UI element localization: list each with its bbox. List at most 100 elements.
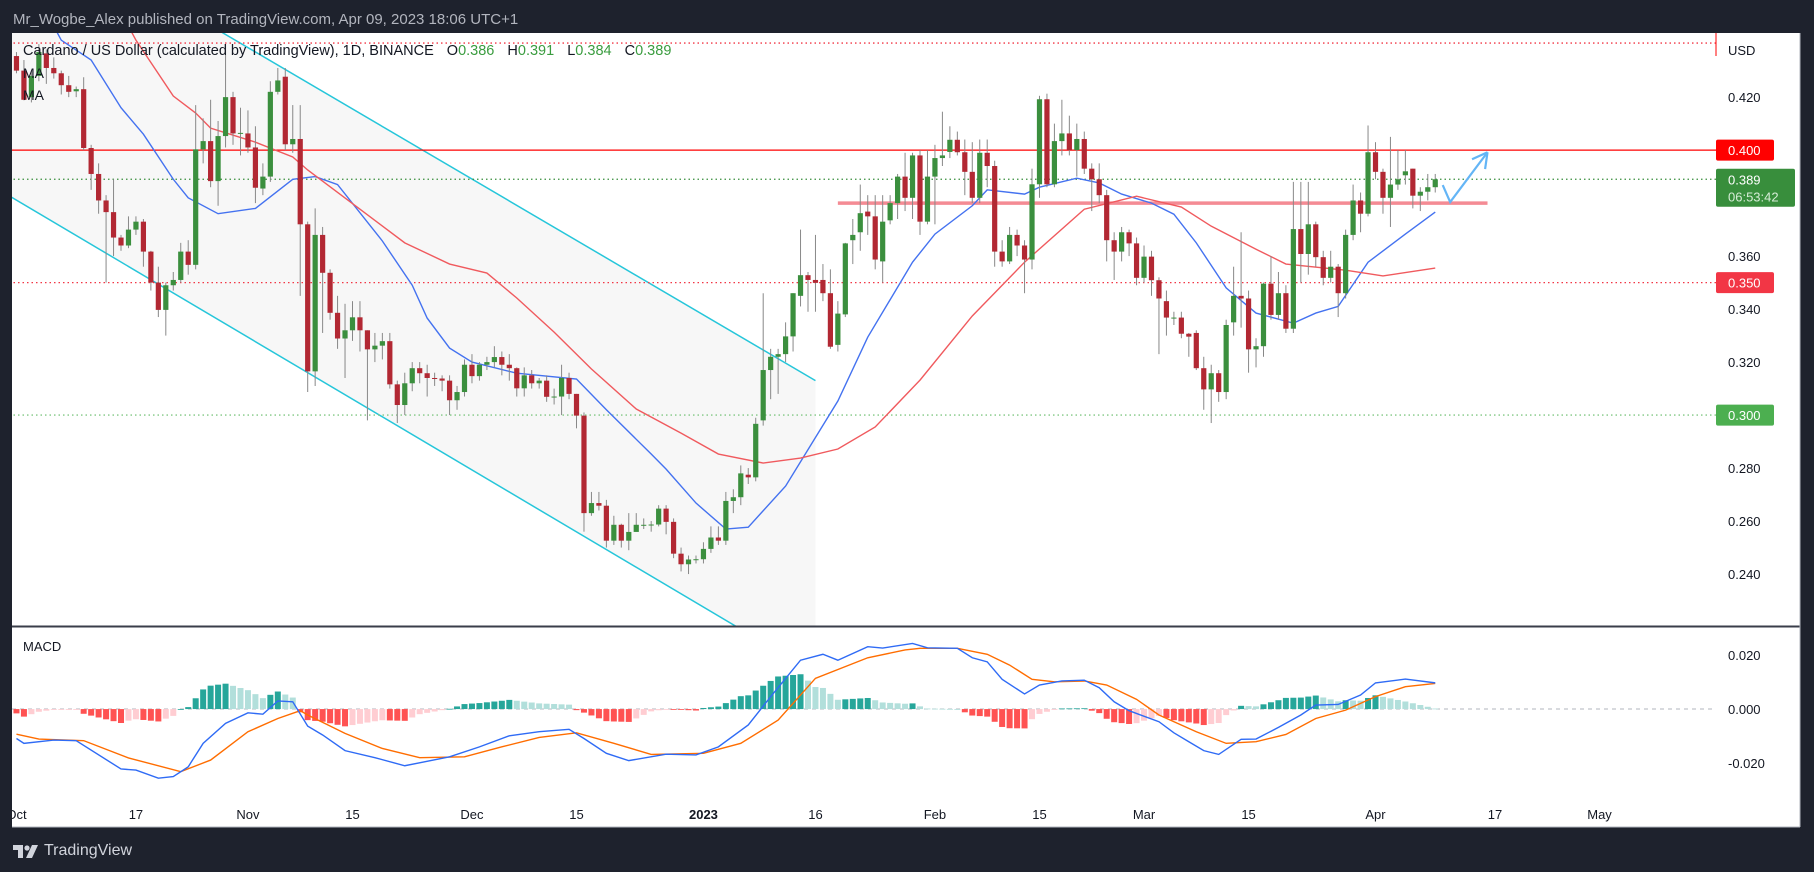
candle [633, 513, 639, 532]
arrow-head[interactable] [1471, 151, 1488, 161]
price-badge[interactable]: 0.350 [1716, 272, 1774, 294]
ma-fast-legend[interactable]: MA [23, 65, 44, 81]
candle-body [446, 380, 453, 401]
price-badge[interactable]: 0.389 06:53:42 [1716, 168, 1795, 207]
channel-lower-line[interactable] [9, 196, 815, 674]
candle-body [1074, 138, 1080, 151]
macd-histogram-bar [252, 694, 259, 710]
candle [155, 266, 161, 318]
candle-body [237, 132, 244, 134]
macd-histogram-bar [1215, 709, 1222, 724]
candle-body [1081, 138, 1087, 169]
time-tick-label: May [1587, 807, 1612, 822]
macd-histogram-bar [1163, 709, 1170, 718]
candle [909, 152, 916, 220]
candle-body [1148, 256, 1155, 281]
macd-histogram-bar [125, 709, 132, 721]
candle-body [842, 243, 848, 315]
candle [215, 120, 221, 206]
candle-body [193, 149, 199, 265]
parallel-channel[interactable] [9, 0, 816, 674]
candle-body [1275, 293, 1282, 315]
candle-body [738, 473, 744, 498]
candle-body [1051, 141, 1058, 185]
macd-tick-label: -0.020 [1728, 756, 1765, 771]
macd-histogram-bar [573, 709, 580, 711]
candle-body [678, 553, 684, 565]
candle-body [999, 251, 1005, 262]
candle-body [499, 357, 505, 365]
macd-histogram-bar [894, 703, 901, 710]
price-badge-bg [1716, 272, 1774, 294]
currency-label[interactable]: USD [1728, 43, 1756, 58]
macd-histogram-bar [1379, 696, 1386, 710]
macd-histogram-bar [804, 680, 811, 710]
candle-body [850, 234, 856, 241]
candle-body [178, 251, 184, 280]
ma-slow-legend[interactable]: MA [23, 87, 44, 103]
candle-body [790, 293, 796, 337]
macd-histogram-bar [655, 709, 662, 711]
macd-histogram-bar [1051, 709, 1058, 710]
candle-body [909, 155, 916, 198]
macd-histogram-bar [1073, 708, 1080, 710]
arrow-drawing[interactable] [1441, 151, 1489, 205]
candle-body [1432, 179, 1438, 188]
macd-histogram-bar [961, 709, 968, 713]
candle-body [1029, 184, 1035, 260]
candle-body [924, 176, 931, 222]
macd-legend[interactable]: MACD [23, 639, 62, 654]
candle [1305, 181, 1311, 275]
candle-body [1290, 229, 1296, 329]
macd-histogram-bar [640, 709, 647, 715]
candle [1425, 173, 1431, 201]
macd-histogram-bar [1297, 697, 1304, 710]
low-label: L [567, 43, 576, 59]
macd-histogram-bar [1394, 699, 1401, 710]
macd-histogram-bar [558, 704, 565, 710]
candle-body [148, 251, 154, 283]
arrow-head[interactable] [1484, 152, 1489, 170]
price-badge[interactable]: 0.400 [1716, 139, 1774, 161]
candle-body [21, 70, 27, 100]
macd-histogram-bar [50, 709, 57, 710]
macd-histogram-bar [349, 709, 356, 726]
macd-histogram-bar [663, 709, 670, 710]
candle-body [1223, 324, 1229, 393]
channel-upper-line[interactable] [9, 0, 816, 382]
macd-histogram-bar [1133, 709, 1140, 724]
macd-histogram-bar [491, 701, 498, 710]
candle [1051, 123, 1058, 188]
price-axis[interactable]: 0.420 0.360 0.340 0.320 0.280 0.260 0.240 0.400… [1716, 90, 1795, 582]
candle [245, 110, 251, 153]
macd-histogram-bar [767, 680, 774, 710]
candle-body [1007, 234, 1013, 262]
symbol-legend[interactable]: Cardano / US Dollar (calculated by Tradi… [23, 43, 671, 59]
candle-body [133, 221, 139, 230]
price-badge-value: 0.300 [1728, 408, 1761, 423]
macd-histogram-bar [1014, 709, 1021, 729]
candle [827, 269, 833, 349]
macd-histogram-bar [745, 695, 752, 710]
candle [1201, 356, 1207, 410]
macd-histogram-bar [648, 709, 655, 712]
candle [387, 332, 393, 389]
arrow-path[interactable] [1441, 151, 1489, 205]
candle [790, 293, 796, 352]
candle-body [700, 548, 707, 560]
macd-histogram-bar [700, 707, 707, 710]
macd-histogram-bar [394, 709, 401, 721]
candle [36, 44, 42, 82]
candle-body [118, 237, 124, 246]
time-axis[interactable]: Oct 17 Nov 15 Dec 15 2023 16 Feb 15 Mar 15 Apr 17 May [6, 807, 1612, 822]
price-badge[interactable]: 0.300 [1716, 404, 1774, 426]
candle-body [81, 89, 87, 148]
macd-histogram-bar [364, 709, 371, 723]
macd-axis[interactable]: 0.020 0.000 -0.020 [1728, 648, 1765, 771]
candle [1223, 319, 1229, 400]
candle [1021, 240, 1028, 294]
candle-body [103, 200, 109, 213]
macd-histogram-bar [872, 700, 879, 710]
macd-histogram-bar [237, 688, 244, 710]
